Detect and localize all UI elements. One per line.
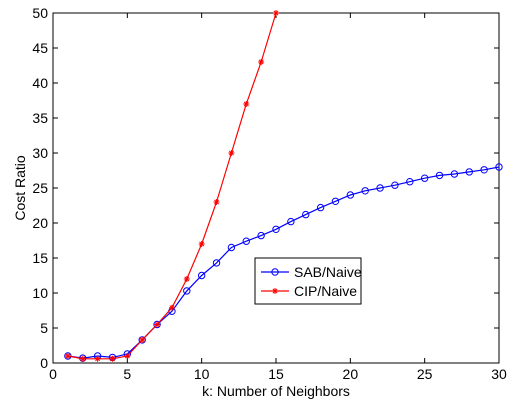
legend-label: SAB/Naive [294, 264, 362, 280]
legend-item: CIP/Naive [261, 283, 357, 299]
y-tick-label: 10 [32, 285, 48, 301]
data-point [139, 336, 146, 343]
data-point [480, 166, 488, 174]
y-tick-label: 30 [32, 145, 48, 161]
y-tick-label: 20 [32, 215, 48, 231]
data-point [465, 168, 473, 176]
data-point [212, 259, 221, 267]
data-point [124, 353, 131, 359]
data-point [168, 304, 175, 311]
legend-box [254, 257, 362, 305]
data-point [273, 10, 279, 16]
y-axis-title: Cost Ratio [12, 155, 28, 221]
axis-ticks: 0 5 10 15 20 25 30 0 5 10 15 20 25 30 35 40 45 50 [32, 5, 507, 382]
y-tick-label: 25 [32, 180, 48, 196]
x-tick-label: 0 [49, 366, 57, 382]
y-tick-label: 40 [32, 75, 48, 91]
series-layer [64, 10, 503, 362]
y-tick-label: 45 [32, 40, 48, 56]
data-point [138, 336, 146, 344]
x-tick-label: 25 [417, 366, 433, 382]
y-tick-label: 35 [32, 110, 48, 126]
y-tick-label: 50 [32, 5, 48, 21]
data-point [183, 287, 191, 295]
data-point [242, 237, 250, 245]
y-tick-label: 5 [40, 320, 48, 336]
data-point [79, 355, 86, 362]
data-point [420, 174, 429, 182]
legend-marker [271, 268, 279, 276]
data-point [331, 197, 340, 206]
data-point [346, 191, 355, 199]
data-point [153, 320, 161, 329]
x-tick-label: 20 [343, 366, 359, 382]
data-point [243, 101, 250, 107]
data-point [94, 355, 101, 362]
data-point [64, 353, 71, 359]
x-tick-label: 5 [123, 366, 131, 382]
data-point [197, 271, 206, 280]
series-cip-naive [64, 10, 279, 362]
data-point [316, 203, 325, 212]
data-point [272, 225, 280, 234]
data-point [228, 150, 235, 156]
data-point [361, 187, 369, 195]
data-point [257, 231, 265, 240]
data-point [302, 210, 310, 219]
data-point [213, 199, 220, 205]
data-point [406, 178, 414, 186]
x-tick-label: 15 [268, 366, 284, 382]
data-point [258, 59, 265, 65]
data-point [183, 276, 190, 282]
data-point [227, 243, 236, 252]
data-point [391, 181, 399, 189]
legend-label: CIP/Naive [294, 283, 357, 299]
data-point [109, 355, 116, 362]
data-point [287, 217, 295, 226]
data-point [495, 163, 503, 171]
x-tick-label: 30 [491, 366, 507, 382]
legend: SAB/Naive CIP/Naive [254, 257, 362, 305]
x-axis-title: k: Number of Neighbors [202, 383, 350, 399]
y-tick-label: 15 [32, 250, 48, 266]
y-tick-label: 0 [40, 355, 48, 371]
data-point [435, 171, 444, 180]
legend-marker [272, 288, 278, 294]
data-point [450, 170, 459, 178]
data-point [376, 184, 384, 192]
data-point [154, 321, 161, 328]
plot-area [52, 12, 500, 364]
data-point [198, 241, 205, 247]
legend-item: SAB/Naive [261, 264, 362, 280]
x-tick-label: 10 [194, 366, 210, 382]
